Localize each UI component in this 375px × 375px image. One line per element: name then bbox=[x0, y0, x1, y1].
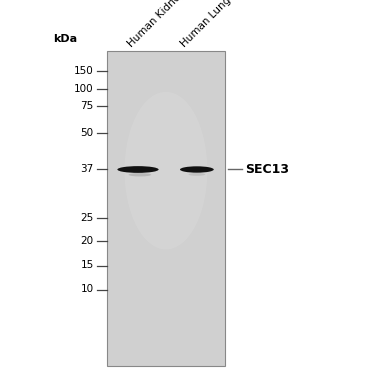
Text: 37: 37 bbox=[81, 165, 94, 174]
Ellipse shape bbox=[188, 173, 206, 176]
Text: 25: 25 bbox=[81, 213, 94, 223]
Text: SEC13: SEC13 bbox=[246, 163, 290, 176]
Text: 10: 10 bbox=[81, 285, 94, 294]
Text: 150: 150 bbox=[74, 66, 94, 76]
Text: 75: 75 bbox=[81, 101, 94, 111]
Text: 50: 50 bbox=[81, 128, 94, 138]
Text: kDa: kDa bbox=[54, 34, 78, 44]
Text: 20: 20 bbox=[81, 236, 94, 246]
Text: 15: 15 bbox=[81, 261, 94, 270]
Bar bbox=[107, 51, 225, 366]
Text: Human Kidney: Human Kidney bbox=[126, 0, 187, 50]
Ellipse shape bbox=[117, 166, 159, 173]
Ellipse shape bbox=[180, 166, 214, 172]
Ellipse shape bbox=[129, 173, 151, 177]
Text: 100: 100 bbox=[74, 84, 94, 93]
Ellipse shape bbox=[124, 92, 207, 249]
Text: Human Lung: Human Lung bbox=[178, 0, 232, 50]
Bar bbox=[107, 51, 225, 366]
